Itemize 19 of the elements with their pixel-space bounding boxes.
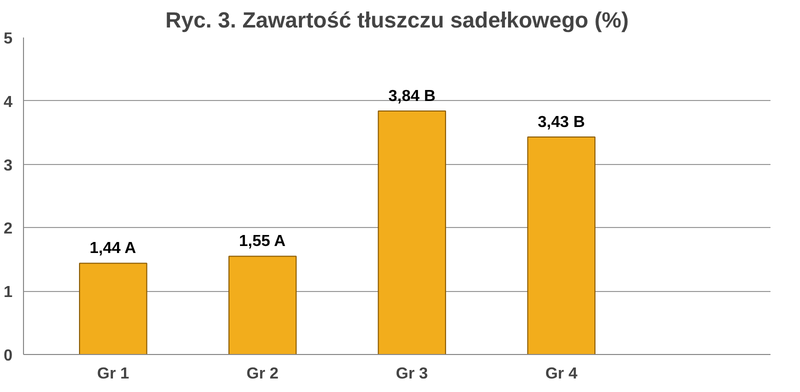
y-tick-label: 2 xyxy=(4,220,13,238)
y-tick-label: 3 xyxy=(4,157,13,174)
data-label: 3,84 B xyxy=(388,88,436,106)
y-tick-label: 0 xyxy=(4,348,13,364)
bar xyxy=(79,262,148,354)
y-tick-label: 4 xyxy=(4,94,13,111)
data-label: 1,44 A xyxy=(90,240,137,258)
chart-title: Ryc. 3. Zawartość tłuszczu sadełkowego (%) xyxy=(165,8,629,32)
x-tick-label: Gr 3 xyxy=(396,366,428,382)
y-tick-label: 5 xyxy=(4,30,13,48)
x-tick-label: Gr 2 xyxy=(246,366,279,382)
bar xyxy=(228,256,297,354)
x-tick-label: Gr 4 xyxy=(545,366,578,382)
data-label: 1,55 A xyxy=(238,233,286,250)
bar xyxy=(527,136,596,354)
y-tick-label: 1 xyxy=(4,284,13,302)
data-label: 3,43 B xyxy=(538,114,585,132)
x-tick-label: Gr 1 xyxy=(97,366,130,382)
bar xyxy=(378,110,446,354)
